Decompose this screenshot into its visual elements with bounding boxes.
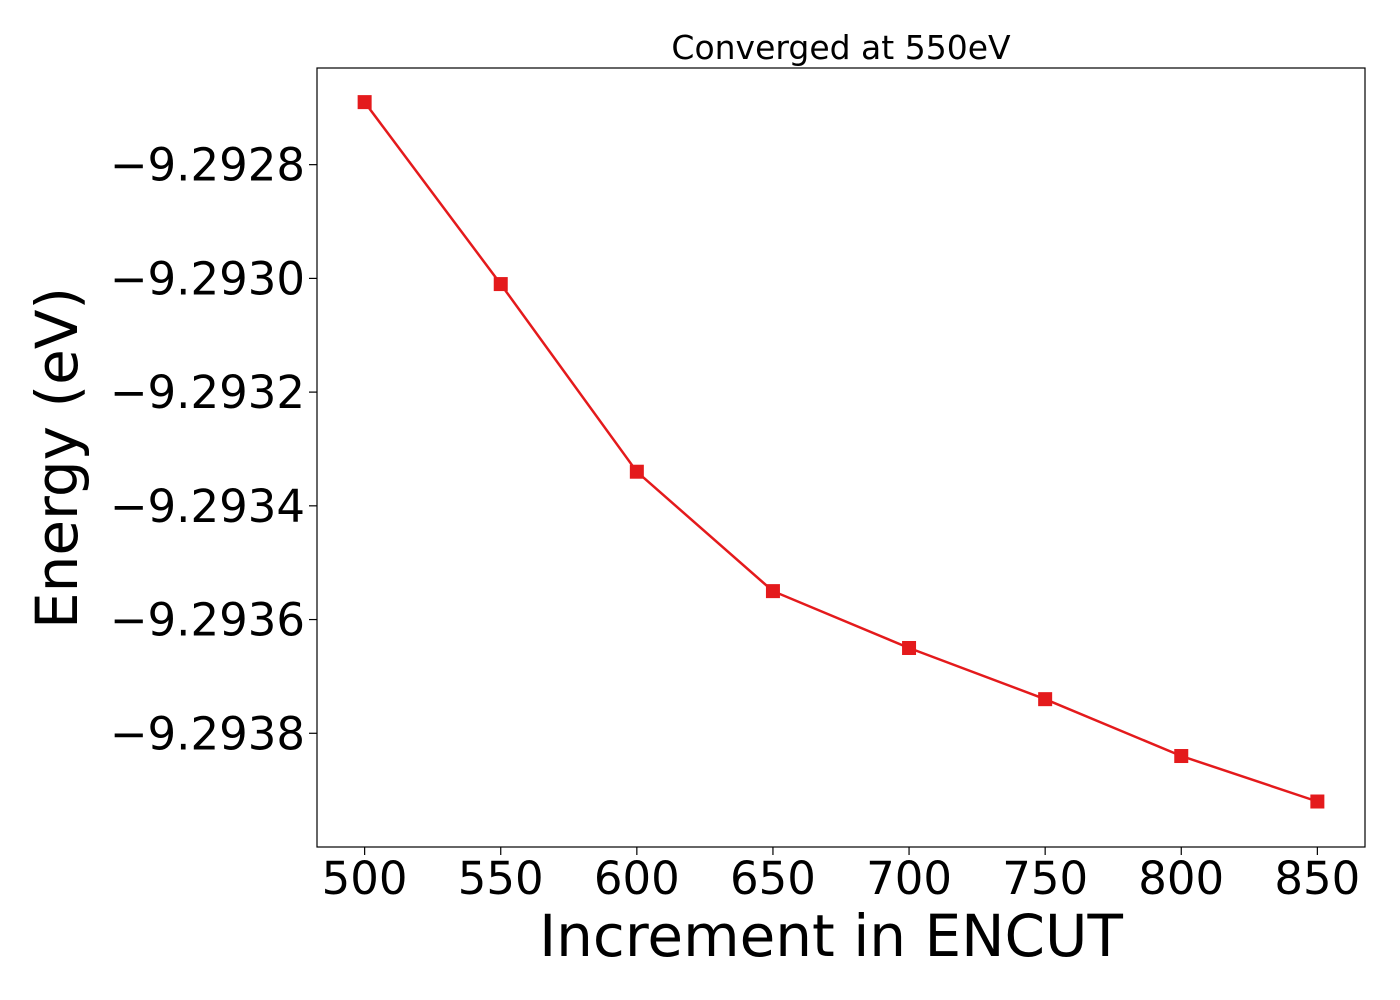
- data-point-marker: [629, 464, 644, 479]
- y-tick-label: −9.2934: [110, 480, 305, 533]
- y-tick-label: −9.2930: [110, 252, 305, 305]
- x-tick-label: 850: [1274, 852, 1360, 905]
- y-tick-label: −9.2928: [110, 139, 305, 192]
- series-line: [363, 101, 1318, 803]
- y-tick-label: −9.2938: [110, 707, 305, 760]
- x-tick-label: 600: [594, 852, 680, 905]
- data-point-marker: [1174, 749, 1189, 764]
- chart-title: Converged at 550eV: [671, 28, 1011, 67]
- data-point-marker: [902, 640, 917, 655]
- x-tick-label: 650: [730, 852, 816, 905]
- x-tick-label: 750: [1002, 852, 1088, 905]
- y-tick-label: −9.2936: [110, 594, 305, 647]
- data-point-marker: [493, 277, 508, 292]
- data-point-marker: [1310, 794, 1325, 809]
- x-tick-label: 800: [1138, 852, 1224, 905]
- x-tick-label: 550: [458, 852, 544, 905]
- y-tick-label: −9.2932: [110, 366, 305, 419]
- plot-frame: [316, 67, 1366, 848]
- series-layer: [357, 95, 1325, 809]
- y-axis-ticks: −9.2928 −9.2930 −9.2932 −9.2934 −9.2936 −9.29…: [110, 139, 317, 760]
- x-tick-label: 700: [866, 852, 952, 905]
- data-point-marker: [765, 584, 780, 599]
- x-axis-label: Increment in ENCUT: [539, 902, 1123, 970]
- data-point-marker: [1038, 692, 1053, 707]
- x-axis-ticks: 500 550 600 650 700 750 800 850: [322, 847, 1360, 905]
- y-axis-label: Energy (eV): [23, 287, 91, 629]
- x-tick-label: 500: [322, 852, 408, 905]
- data-point-marker: [357, 95, 372, 110]
